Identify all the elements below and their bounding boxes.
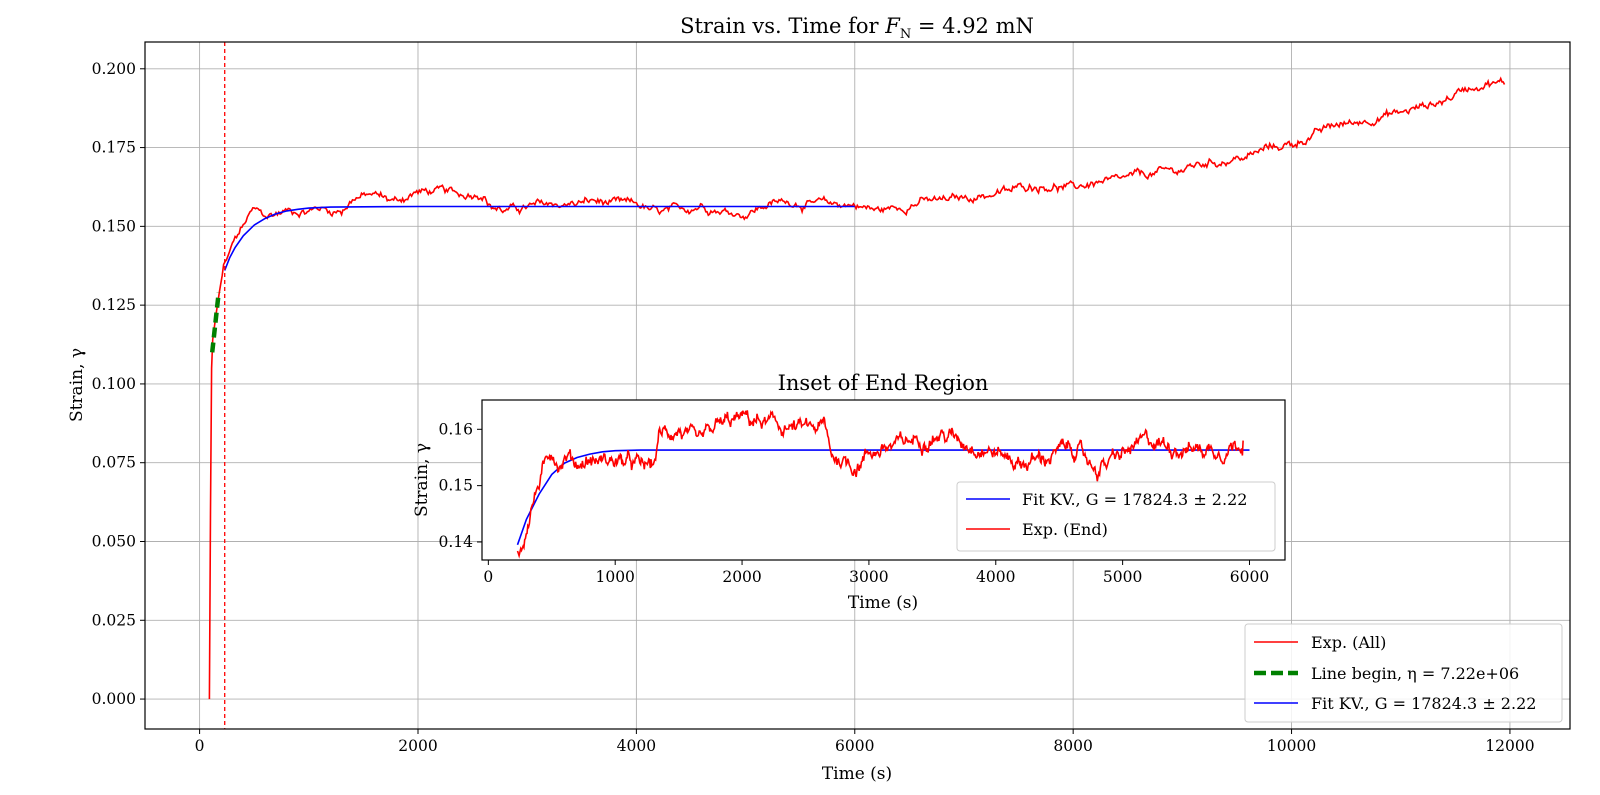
main-x-ticks: 0 2000 4000 6000 8000 10000 12000 [195,729,1535,755]
inset-legend-fit-kv-label: Fit KV., G = 17824.3 ± 2.22 [1022,490,1247,509]
main-y-tick-label: 0.150 [92,217,136,235]
inset-legend-exp-end-label: Exp. (End) [1022,520,1108,539]
main-x-tick-label: 10000 [1267,737,1316,755]
main-x-axis-label: Time (s) [822,764,892,784]
inset-x-tick-label: 5000 [1103,568,1142,586]
inset-y-tick-label: 0.16 [438,420,473,438]
main-axes-frame [144,41,1571,730]
main-series-exp-all [208,76,1506,700]
legend-exp-all-label: Exp. (All) [1311,633,1386,652]
main-y-tick-label: 0.175 [92,139,136,157]
inset-x-tick-label: 3000 [849,568,888,586]
inset-x-ticks: 0 1000 2000 3000 4000 5000 6000 [483,560,1269,586]
inset-series-exp-end [516,409,1244,559]
legend-fit-kv-label: Fit KV., G = 17824.3 ± 2.22 [1311,694,1536,713]
main-x-tick-label: 0 [195,737,205,755]
main-y-tick-label: 0.000 [92,690,136,708]
main-chart-title: Strain vs. Time for FN = 4.92 mN [680,14,1034,42]
inset-x-tick-label: 6000 [1230,568,1269,586]
main-y-tick-label: 0.050 [92,532,136,550]
main-x-tick-label: 8000 [1053,737,1092,755]
main-y-tick-label: 0.075 [92,454,136,472]
main-y-tick-label: 0.100 [92,375,136,393]
main-y-axis-label: Strain, γ [67,348,87,422]
inset-x-axis-label: Time (s) [848,593,918,613]
inset-x-tick-label: 0 [483,568,493,586]
main-y-tick-label: 0.125 [92,296,136,314]
inset-x-tick-label: 4000 [976,568,1015,586]
main-series-line-begin-7-22e-06 [209,292,221,353]
inset-x-tick-label: 2000 [722,568,761,586]
inset-y-tick-label: 0.15 [438,477,473,495]
inset-axes-frame [481,399,1286,561]
main-series-fit-kv-g-17824-3-2-22 [223,205,855,271]
inset-series-fit-kv-g-17824-3-2-22 [516,449,1250,546]
main-x-tick-label: 12000 [1485,737,1534,755]
inset-x-tick-label: 1000 [595,568,634,586]
main-y-tick-label: 0.200 [92,60,136,78]
main-x-tick-label: 4000 [617,737,656,755]
main-y-tick-label: 0.025 [92,611,136,629]
main-x-tick-label: 2000 [398,737,437,755]
inset-series-layer [516,409,1250,559]
inset-y-tick-label: 0.14 [438,533,473,551]
main-plot-area [145,42,1570,729]
main-series-layer [208,76,1506,700]
inset-y-axis-label: Strain, γ [412,443,432,517]
main-y-ticks: 0.000 0.025 0.050 0.075 0.100 0.125 0.150 0.175… [92,60,145,708]
inset-chart-title: Inset of End Region [778,371,989,395]
legend-line-begin-label: Line begin, η = 7.22e+06 [1311,664,1519,683]
main-legend-box [1244,623,1563,723]
main-legend: Exp. (All) Line begin, η = 7.22e+06 Fit … [1244,623,1563,723]
inset-legend-box [956,481,1276,552]
inset-y-ticks: 0.14 0.15 0.16 [438,420,482,551]
inset-legend: Fit KV., G = 17824.3 ± 2.22 Exp. (End) [956,481,1276,552]
inset-axes: 0 1000 2000 3000 4000 5000 6000 0.14 0.15 0.16 I… [412,371,1286,613]
main-x-tick-label: 6000 [835,737,874,755]
